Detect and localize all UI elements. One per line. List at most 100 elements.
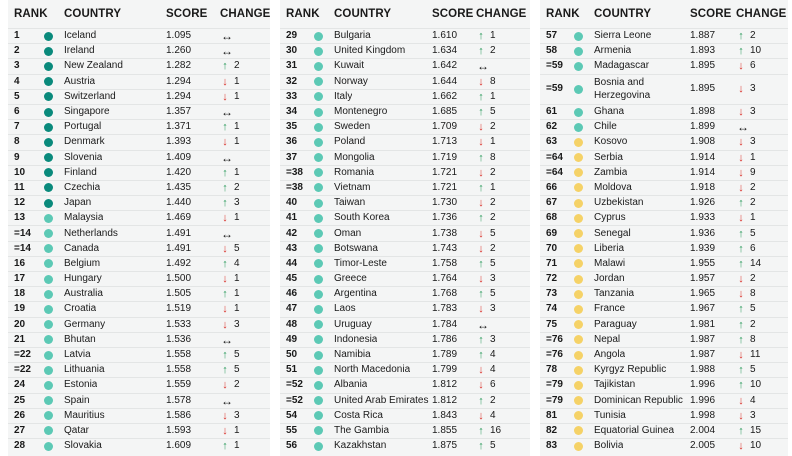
country-name: United Arab Emirates — [334, 394, 429, 406]
table-row: 31 Kuwait 1.642 ↔ — [280, 58, 530, 73]
score-value: 1.435 — [166, 181, 192, 193]
arrow-down-icon: ↓ — [222, 273, 228, 286]
table-row: 21 Bhutan 1.536 ↔ — [8, 331, 270, 347]
rank-value: 8 — [14, 136, 20, 148]
score-value: 1.609 — [166, 440, 192, 452]
rank-change: ↓ 2 — [476, 166, 495, 180]
score-value: 1.895 — [690, 60, 716, 72]
score-value: 1.957 — [690, 273, 716, 285]
rank-value: 30 — [286, 45, 298, 57]
arrow-left-right-icon: ↔ — [221, 105, 233, 120]
change-value: 5 — [750, 227, 756, 239]
change-value: 1 — [234, 440, 240, 452]
score-value: 1.469 — [166, 212, 192, 224]
rank-change: ↑ 2 — [736, 29, 755, 43]
table-row: 30 United Kingdom 1.634 ↑ 2 — [280, 43, 530, 58]
table-row: 74 France 1.967 ↑ 5 — [540, 301, 788, 316]
rank-value: 20 — [14, 318, 26, 330]
rank-change: ↓ 1 — [736, 151, 756, 165]
peace-level-dot — [574, 396, 583, 406]
table-row: 68 Cyprus 1.933 ↓ 1 — [540, 210, 788, 225]
score-value: 1.914 — [690, 151, 716, 163]
rank-change: ↑ 2 — [220, 181, 239, 195]
change-value: 3 — [750, 106, 756, 118]
change-value: 5 — [490, 106, 496, 118]
rank-change: ↓ 11 — [736, 348, 760, 362]
rank-change: ↑ 2 — [736, 318, 755, 332]
change-value: 1 — [234, 75, 240, 87]
country-name: Namibia — [334, 349, 371, 361]
change-value: 4 — [750, 394, 756, 406]
country-header: COUNTRY — [594, 8, 652, 20]
peace-level-dot — [314, 77, 323, 87]
score-value: 1.926 — [690, 197, 716, 209]
peace-level-dot — [44, 335, 53, 345]
change-value: 1 — [234, 288, 240, 300]
country-name: Malawi — [594, 257, 626, 269]
arrow-left-right-icon: ↔ — [221, 150, 233, 165]
score-value: 1.955 — [690, 257, 716, 269]
arrow-up-icon: ↑ — [478, 394, 484, 407]
score-value: 1.685 — [432, 106, 458, 118]
score-value: 1.988 — [690, 364, 716, 376]
country-name: Poland — [334, 136, 366, 148]
peace-level-dot — [314, 31, 323, 41]
change-value: 10 — [750, 440, 762, 452]
arrow-up-icon: ↑ — [478, 257, 484, 270]
peace-level-dot — [574, 198, 583, 208]
peace-level-dot — [314, 259, 323, 269]
table-row: 51 North Macedonia 1.799 ↓ 4 — [280, 362, 530, 377]
arrow-down-icon: ↓ — [478, 409, 484, 422]
change-value: 8 — [750, 288, 756, 300]
arrow-up-icon: ↑ — [478, 30, 484, 43]
change-value: 1 — [490, 136, 496, 148]
score-header: SCORE — [432, 8, 474, 20]
rank-change: ↓ 9 — [736, 166, 755, 180]
score-value: 1.799 — [432, 364, 458, 376]
score-value: 1.634 — [432, 45, 458, 57]
arrow-up-icon: ↑ — [222, 121, 228, 134]
country-name: Uruguay — [334, 318, 372, 330]
arrow-down-icon: ↓ — [478, 121, 484, 134]
peace-level-dot — [44, 31, 53, 41]
rank-header: RANK — [14, 8, 48, 20]
rank-value: =76 — [546, 349, 563, 361]
table-row: 19 Croatia 1.519 ↓ 1 — [8, 301, 270, 316]
country-name: Timor-Leste — [334, 257, 387, 269]
rank-value: 55 — [286, 424, 298, 436]
change-value: 1 — [490, 181, 496, 193]
peace-level-dot — [44, 107, 53, 117]
rank-value: 54 — [286, 409, 298, 421]
country-name: Norway — [334, 75, 368, 87]
rank-change: ↓ 1 — [220, 211, 239, 225]
country-name: Qatar — [64, 424, 90, 436]
rank-change: ↓ 2 — [736, 272, 755, 286]
peace-level-dot — [44, 320, 53, 330]
country-name: Lithuania — [64, 364, 105, 376]
score-value: 1.721 — [432, 181, 458, 193]
change-header: CHANGE — [476, 8, 527, 20]
change-value: 3 — [750, 409, 756, 421]
score-value: 1.644 — [432, 75, 458, 87]
change-value: 1 — [750, 151, 756, 163]
rank-value: 50 — [286, 349, 298, 361]
table-row: =14 Netherlands 1.491 ↔ — [8, 225, 270, 241]
rank-change: ↓ 4 — [476, 409, 495, 423]
country-name: Romania — [334, 166, 375, 178]
score-value: 1.721 — [432, 166, 458, 178]
change-value: 5 — [490, 227, 496, 239]
rank-value: =38 — [286, 166, 303, 178]
rank-value: 58 — [546, 45, 558, 57]
country-name: Montenegro — [334, 106, 388, 118]
peace-level-dot — [44, 92, 53, 102]
rank-value: =52 — [286, 379, 303, 391]
arrow-left-right-icon: ↔ — [221, 332, 233, 347]
score-value: 1.939 — [690, 242, 716, 254]
table-row: 58 Armenia 1.893 ↑ 10 — [540, 43, 788, 58]
country-header: COUNTRY — [64, 8, 122, 20]
peace-level-dot — [314, 335, 323, 345]
arrow-up-icon: ↑ — [222, 181, 228, 194]
score-value: 1.642 — [432, 60, 458, 72]
arrow-up-icon: ↑ — [478, 424, 484, 437]
country-name: Laos — [334, 303, 356, 315]
